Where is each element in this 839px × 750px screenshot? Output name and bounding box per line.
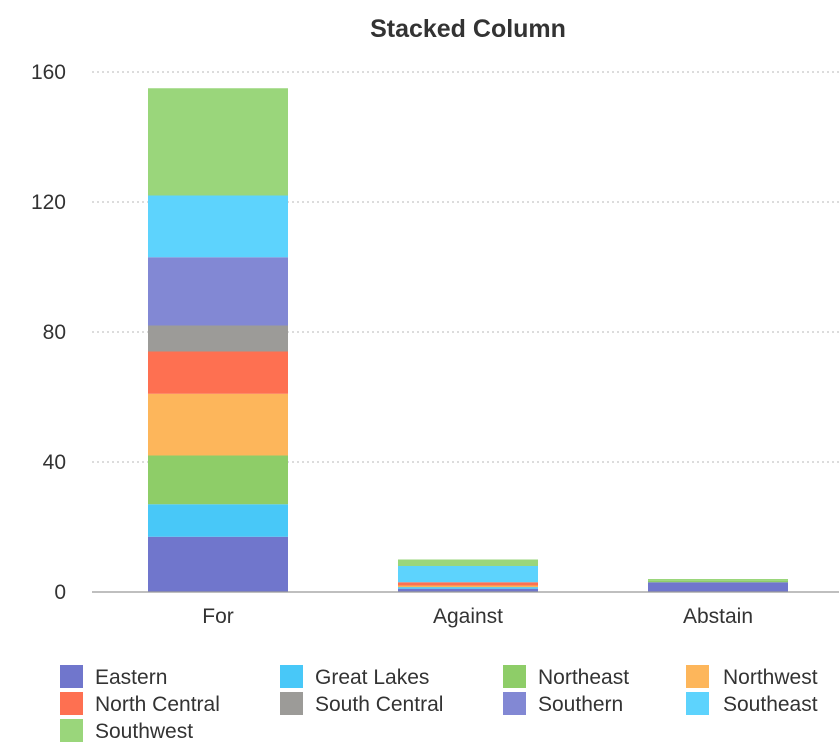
- legend-swatch: [60, 692, 83, 715]
- legend-swatch: [280, 665, 303, 688]
- legend: Eastern Great Lakes Northeast Northwest Nort…: [60, 665, 818, 743]
- bar-segment-north-central-against: [398, 582, 538, 586]
- bar-segment-eastern-abstain: [648, 582, 788, 592]
- bar-segment-southwest-for: [148, 88, 288, 196]
- legend-label: Southwest: [95, 720, 193, 743]
- chart-title: Stacked Column: [370, 15, 566, 43]
- bar-segment-southwest-against: [398, 559, 538, 566]
- bars: [148, 88, 788, 592]
- bar-segment-great-lakes-against: [398, 587, 538, 589]
- legend-label: Eastern: [95, 666, 167, 689]
- bar-segment-south-central-for: [148, 325, 288, 352]
- legend-label: Southern: [538, 693, 623, 716]
- legend-label: North Central: [95, 693, 220, 716]
- bar-segment-north-central-for: [148, 351, 288, 394]
- bar-segment-northeast-for: [148, 455, 288, 505]
- bar-segment-southwest-abstain: [648, 579, 788, 581]
- y-tick-label: 160: [31, 61, 66, 84]
- legend-label: Great Lakes: [315, 666, 429, 689]
- bar-segment-northwest-against: [398, 585, 538, 588]
- legend-swatch: [60, 665, 83, 688]
- bar-segment-southeast-against: [398, 566, 538, 583]
- y-tick-label: 40: [43, 451, 66, 474]
- bar-segment-eastern-against: [398, 588, 538, 592]
- legend-swatch: [280, 692, 303, 715]
- bar-segment-great-lakes-for: [148, 504, 288, 537]
- legend-label: Northeast: [538, 666, 629, 689]
- x-axis-labels: For Against Abstain: [202, 605, 753, 628]
- bar-segment-southern-for: [148, 257, 288, 326]
- legend-swatch: [503, 692, 526, 715]
- y-tick-label: 0: [54, 581, 66, 604]
- y-axis-ticks: 0 40 80 120 160: [31, 61, 66, 604]
- legend-swatch: [60, 719, 83, 742]
- legend-label: Northwest: [723, 666, 818, 689]
- x-category-label: For: [202, 605, 234, 628]
- legend-swatch: [686, 692, 709, 715]
- legend-swatch: [503, 665, 526, 688]
- x-category-label: Against: [433, 605, 503, 628]
- bar-segment-eastern-for: [148, 536, 288, 592]
- bar-segment-northeast-abstain: [648, 580, 788, 583]
- y-tick-label: 120: [31, 191, 66, 214]
- bar-segment-northwest-for: [148, 393, 288, 456]
- x-category-label: Abstain: [683, 605, 753, 628]
- y-tick-label: 80: [43, 321, 66, 344]
- bar-segment-southeast-for: [148, 195, 288, 258]
- legend-label: Southeast: [723, 693, 818, 716]
- legend-label: South Central: [315, 693, 443, 716]
- legend-swatch: [686, 665, 709, 688]
